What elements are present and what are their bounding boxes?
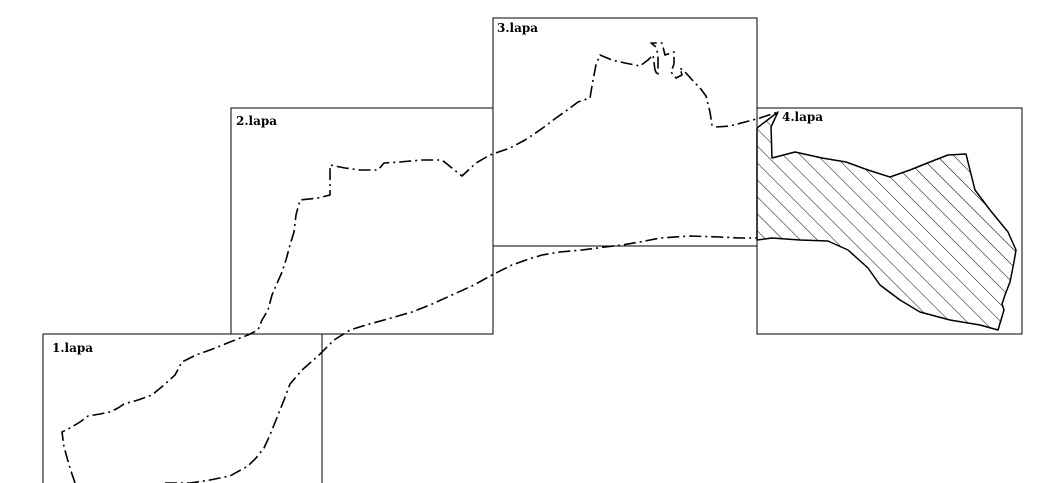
lower-boundary-line xyxy=(165,235,757,483)
upper-boundary-line xyxy=(61,42,779,483)
sheet-4-label: 4.lapa xyxy=(781,110,825,124)
sheet-2-label: 2.lapa xyxy=(235,114,279,128)
sheet-1-frame xyxy=(42,333,323,483)
hatched-zone xyxy=(756,111,1017,331)
sheet-1-label: 1.lapa xyxy=(51,341,95,355)
sheet-3-label: 3.lapa xyxy=(496,21,540,35)
sheet-3-frame xyxy=(492,17,758,247)
